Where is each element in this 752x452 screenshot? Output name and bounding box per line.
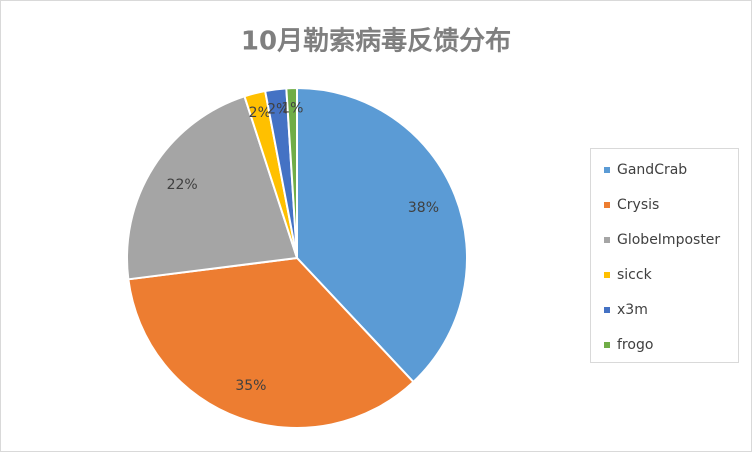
- chart-title: 10月勒索病毒反馈分布: [241, 27, 511, 57]
- legend-label: GlobeImposter: [617, 232, 720, 248]
- data-label: 22%: [167, 177, 198, 193]
- legend-marker: [604, 272, 610, 278]
- legend-label: GandCrab: [617, 162, 687, 178]
- data-label: 1%: [281, 100, 303, 116]
- legend-marker: [604, 342, 610, 348]
- legend-label: Crysis: [617, 197, 659, 213]
- legend-label: sicck: [617, 267, 653, 283]
- pie-slice: [125, 95, 299, 281]
- legend-marker: [604, 307, 610, 313]
- pie-slice: [296, 86, 468, 384]
- data-label: 2%: [267, 102, 289, 118]
- data-label: 2%: [249, 105, 271, 121]
- legend-label: frogo: [617, 337, 653, 353]
- legend-label: x3m: [617, 302, 648, 318]
- legend-marker: [604, 237, 610, 243]
- data-label: 35%: [235, 378, 266, 394]
- legend-marker: [604, 167, 610, 173]
- pie-slice: [127, 256, 415, 430]
- pie-slice: [285, 86, 298, 259]
- data-label: 38%: [408, 200, 439, 216]
- legend-box: [590, 148, 739, 363]
- legend-marker: [604, 202, 610, 208]
